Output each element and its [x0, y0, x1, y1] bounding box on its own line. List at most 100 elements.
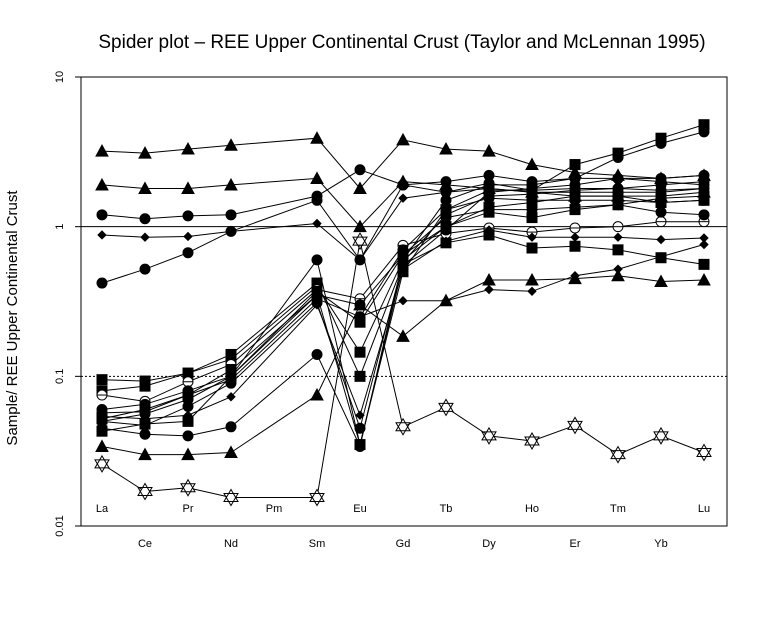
data-point-triangle — [95, 439, 109, 452]
data-point-triangle — [310, 171, 324, 184]
data-point-triangle — [138, 146, 152, 159]
data-point-star-up — [309, 488, 325, 503]
series-16 — [95, 268, 711, 461]
data-point-star-up — [610, 445, 626, 460]
data-point-triangle — [697, 272, 711, 286]
x-tick-label-lu: Lu — [698, 503, 710, 515]
x-tick-label-pm: Pm — [266, 503, 283, 515]
data-point-circle — [311, 348, 323, 360]
data-point-circle — [698, 209, 710, 221]
data-point-square — [225, 348, 237, 360]
data-point-triangle — [611, 268, 625, 282]
series-line-7 — [101, 221, 704, 402]
x-tick-label-gd: Gd — [396, 538, 411, 550]
x-tick-label-tm: Tm — [610, 503, 626, 515]
data-point-star-down — [395, 422, 411, 436]
data-point-square — [397, 266, 409, 278]
data-point-square — [182, 415, 194, 427]
data-point-diamond — [355, 312, 365, 322]
data-point-square — [483, 184, 495, 196]
data-point-star-up — [653, 426, 669, 441]
x-tick-label-tb: Tb — [440, 503, 453, 515]
data-point-square — [655, 132, 667, 144]
data-point-square — [655, 192, 667, 204]
data-point-star-up — [567, 416, 583, 430]
y-tick-label: 0.1 — [54, 369, 66, 384]
data-point-square — [526, 184, 538, 196]
data-point-star-up — [137, 482, 153, 497]
data-point-circle — [440, 224, 452, 236]
data-point-diamond — [570, 232, 580, 242]
data-point-triangle — [181, 142, 195, 155]
data-point-diamond — [312, 218, 322, 229]
data-point-square — [612, 147, 624, 159]
data-point-triangle — [224, 445, 238, 458]
data-point-triangle — [525, 157, 539, 171]
data-point-square — [139, 404, 151, 416]
data-point-square — [483, 206, 495, 218]
data-point-square — [569, 240, 581, 252]
series-line-18 — [101, 241, 705, 498]
x-tick-label-ce: Ce — [138, 538, 152, 550]
y-tick-label: 1 — [54, 224, 66, 230]
data-point-star-down — [524, 436, 540, 450]
series-line-10 — [101, 181, 705, 430]
data-point-star-down — [481, 431, 497, 445]
data-point-diamond — [656, 234, 666, 245]
series-line-3 — [101, 187, 705, 261]
data-point-star-down — [180, 483, 196, 497]
data-point-square — [311, 289, 323, 301]
data-point-square — [698, 119, 710, 131]
data-point-square — [569, 204, 581, 216]
data-point-diamond — [484, 284, 494, 295]
data-point-square — [354, 439, 366, 451]
data-point-triangle — [353, 297, 367, 311]
series-15 — [96, 119, 710, 451]
data-point-triangle — [181, 447, 195, 461]
data-point-star-up — [395, 417, 411, 432]
x-tick-label-la: La — [96, 503, 109, 515]
series-line-0 — [101, 137, 705, 190]
x-tick-label-dy: Dy — [482, 538, 496, 550]
data-point-diamond — [484, 225, 494, 235]
data-point-circle — [311, 194, 323, 206]
x-tick-label-yb: Yb — [654, 538, 667, 550]
data-point-circle — [182, 247, 194, 259]
data-point-circle — [569, 194, 581, 206]
data-point-star-up — [438, 398, 454, 412]
y-tick-label: 0.01 — [54, 515, 66, 536]
data-point-circle — [96, 209, 108, 221]
data-point-star-up — [180, 478, 196, 493]
data-point-square — [354, 346, 366, 358]
data-point-diamond — [441, 236, 451, 246]
series-17 — [355, 239, 709, 322]
data-point-circle — [655, 206, 667, 218]
data-point-triangle — [396, 132, 410, 146]
data-point-star-down — [309, 493, 325, 507]
data-point-circle — [182, 210, 194, 222]
data-point-square — [96, 413, 108, 425]
data-point-diamond — [140, 232, 150, 242]
data-point-triangle — [138, 181, 152, 194]
data-point-star-up — [481, 426, 497, 441]
data-point-star-down — [94, 459, 110, 473]
data-point-square — [612, 244, 624, 256]
plot-frame — [80, 76, 728, 527]
x-axis: La Ce Pr Nd Pm Sm Eu Gd Tb Dy Ho Er Tm Yb Lu — [96, 503, 710, 550]
data-point-circle — [655, 176, 667, 188]
data-point-circle — [139, 428, 151, 440]
data-point-triangle — [95, 144, 109, 157]
data-point-square — [569, 159, 581, 171]
data-point-diamond — [398, 193, 408, 203]
data-point-square — [526, 212, 538, 224]
data-point-diamond — [527, 286, 537, 296]
data-point-circle — [182, 430, 194, 442]
data-point-star-down — [137, 487, 153, 501]
data-point-star-down — [696, 447, 712, 462]
data-point-square — [698, 190, 710, 202]
data-point-diamond — [570, 271, 580, 281]
data-point-square — [440, 204, 452, 216]
data-point-triangle — [482, 144, 496, 157]
data-point-triangle — [654, 274, 668, 288]
data-point-triangle — [138, 447, 152, 461]
